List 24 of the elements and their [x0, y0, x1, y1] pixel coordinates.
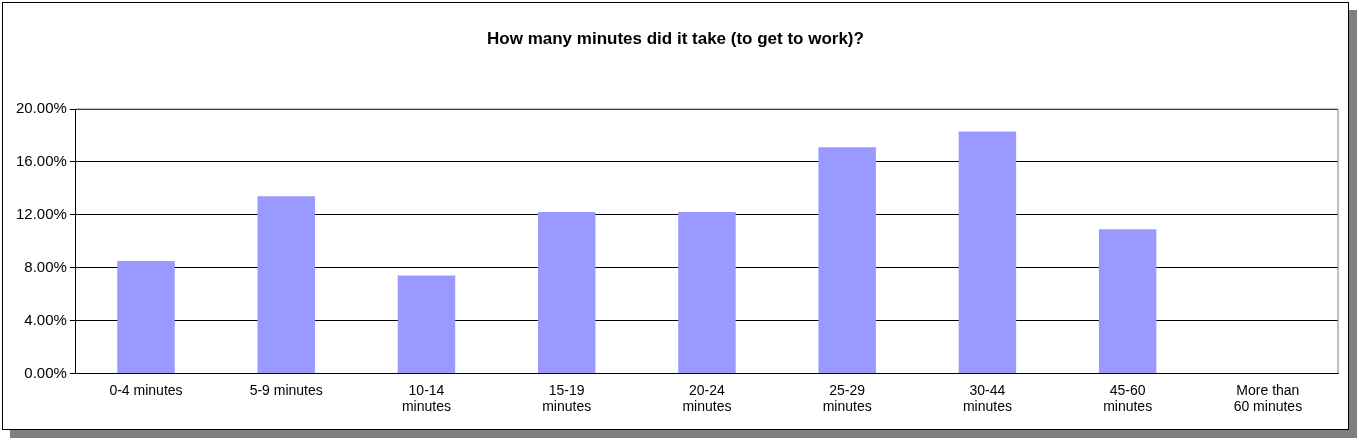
- bar: [397, 275, 456, 373]
- x-tick-label: 0-4 minutes: [109, 381, 183, 398]
- x-tick-label: 30-44 minutes: [962, 381, 1012, 415]
- x-tick-label: More than 60 minutes: [1233, 381, 1303, 415]
- x-tick-label: 20-24 minutes: [682, 381, 732, 415]
- y-tick-label: 12.00%: [16, 204, 67, 222]
- y-tick-label: 20.00%: [16, 99, 67, 117]
- y-tick-label: 0.00%: [24, 363, 67, 381]
- y-tick-label: 16.00%: [16, 152, 67, 170]
- bar: [958, 131, 1017, 373]
- x-tick-label: 15-19 minutes: [542, 381, 592, 415]
- x-tick-label: 25-29 minutes: [822, 381, 872, 415]
- bar: [1098, 229, 1157, 373]
- x-tick-label: 45-60 minutes: [1103, 381, 1153, 415]
- x-tick-label: 10-14 minutes: [401, 381, 451, 415]
- x-tick-label: 5-9 minutes: [249, 381, 323, 398]
- bar: [257, 196, 315, 373]
- y-tick-label: 8.00%: [24, 257, 67, 275]
- bar: [537, 212, 596, 373]
- bar: [117, 261, 175, 373]
- bar: [818, 147, 876, 373]
- chart-title: How many minutes did it take (to get to work)?: [486, 29, 865, 49]
- bar: [678, 212, 736, 373]
- y-tick-label: 4.00%: [24, 310, 67, 328]
